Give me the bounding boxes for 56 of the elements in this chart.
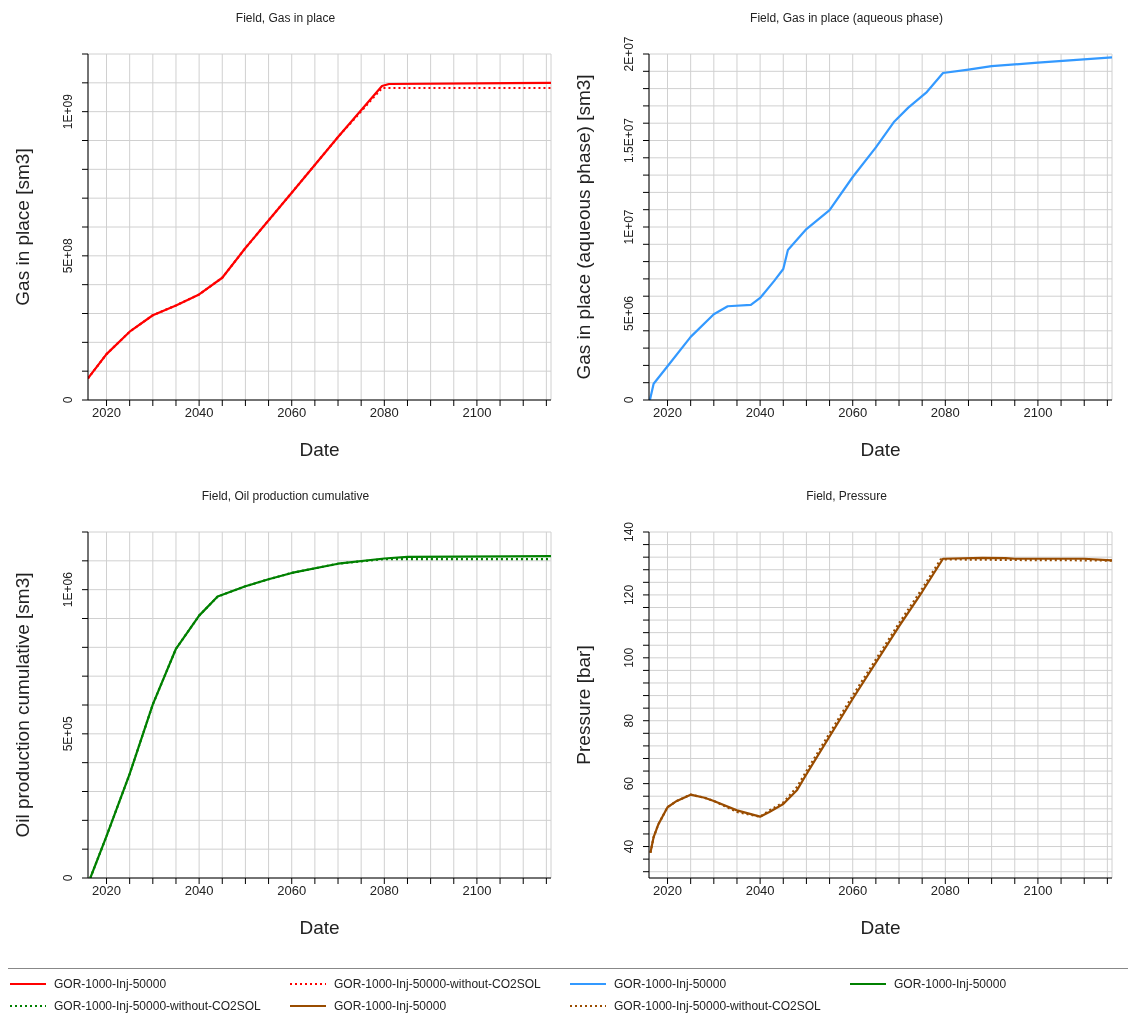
x-tick-label: 2020 xyxy=(92,883,121,899)
legend-label: GOR-1000-Inj-50000-without-CO2SOL xyxy=(54,999,261,1013)
x-tick-label: 2020 xyxy=(653,883,682,899)
x-tick-label: 2060 xyxy=(277,883,307,899)
x-axis-title: Date xyxy=(860,439,901,460)
x-tick-label: 2040 xyxy=(184,405,214,421)
x-tick-label: 2040 xyxy=(745,883,775,899)
x-tick-label: 2080 xyxy=(930,405,960,421)
y-tick-label: 1.5E+07 xyxy=(622,117,636,164)
legend-label: GOR-1000-Inj-50000 xyxy=(54,977,167,991)
x-axis-title: Date xyxy=(860,917,901,938)
x-tick-label: 2100 xyxy=(462,405,492,421)
y-tick-label: 5E+05 xyxy=(61,716,75,752)
y-tick-label: 5E+08 xyxy=(61,238,75,274)
x-axis-title: Date xyxy=(299,917,340,938)
y-tick-label: 1E+09 xyxy=(61,93,75,130)
y-tick-label: 5E+06 xyxy=(622,295,636,332)
x-tick-label: 2100 xyxy=(1023,883,1053,899)
x-tick-label: 2060 xyxy=(838,405,868,421)
x-tick-label: 2080 xyxy=(930,883,960,899)
legend-label: GOR-1000-Inj-50000-without-CO2SOL xyxy=(334,977,541,991)
x-axis-title: Date xyxy=(299,439,340,460)
y-tick-label: 1E+06 xyxy=(61,571,75,608)
legend-label: GOR-1000-Inj-50000-without-CO2SOL xyxy=(614,999,821,1013)
y-tick-label: 120 xyxy=(622,584,636,605)
y-tick-label: 60 xyxy=(622,776,636,791)
x-tick-label: 2100 xyxy=(462,883,492,899)
y-tick-label: 0 xyxy=(622,396,636,404)
y-tick-label: 0 xyxy=(61,874,75,882)
chart-title: Field, Gas in place (aqueous phase) xyxy=(749,10,944,27)
x-tick-label: 2060 xyxy=(838,883,868,899)
legend-label: GOR-1000-Inj-50000 xyxy=(614,977,727,991)
y-axis-title: Pressure [bar] xyxy=(572,645,594,765)
chart-title: Field, Gas in place xyxy=(234,10,337,27)
y-axis-title: Gas in place (aqueous phase) [sm3] xyxy=(572,74,594,380)
legend-label: GOR-1000-Inj-50000 xyxy=(894,977,1007,991)
legend-label: GOR-1000-Inj-50000 xyxy=(334,999,447,1013)
y-tick-label: 80 xyxy=(622,713,636,728)
y-tick-label: 140 xyxy=(622,521,636,543)
y-tick-label: 40 xyxy=(622,839,636,854)
x-tick-label: 2100 xyxy=(1023,405,1053,421)
y-tick-label: 100 xyxy=(622,647,636,668)
y-tick-label: 0 xyxy=(61,396,75,404)
x-tick-label: 2020 xyxy=(92,405,121,421)
x-tick-label: 2080 xyxy=(369,405,399,421)
x-tick-label: 2040 xyxy=(184,883,214,899)
y-axis-title: Gas in place [sm3] xyxy=(11,148,33,306)
y-axis-title: Oil production cumulative [sm3] xyxy=(11,572,33,838)
y-tick-label: 1E+07 xyxy=(622,209,636,245)
x-tick-label: 2080 xyxy=(369,883,399,899)
x-tick-label: 2060 xyxy=(277,405,307,421)
y-tick-label: 2E+07 xyxy=(622,36,636,72)
chart-title: Field, Pressure xyxy=(805,488,888,505)
x-tick-label: 2040 xyxy=(745,405,775,421)
x-tick-label: 2020 xyxy=(653,405,682,421)
chart-title: Field, Oil production cumulative xyxy=(200,488,371,505)
